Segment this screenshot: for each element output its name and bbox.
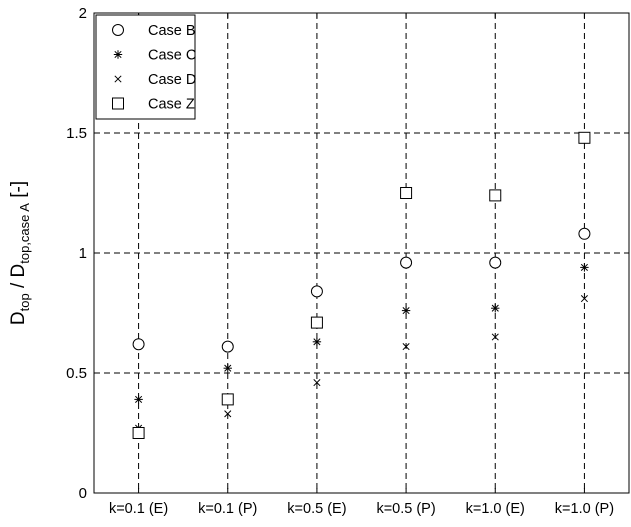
data-point-case-c [401, 306, 411, 315]
axis-ticks: 0 0.5 1 1.5 2 k=0.1 (E) k=0.1 (P) k=0.5 (E) k=0.… [66, 5, 629, 517]
legend-label: Case C [148, 48, 196, 64]
grid [94, 13, 629, 493]
data-point-case-c [491, 304, 500, 313]
legend-label: Case D [148, 72, 196, 88]
legend-marker-case-z [112, 97, 124, 110]
data-point-case-c [223, 364, 232, 373]
y-label-mid: / D [8, 264, 29, 294]
data-point-case-z [400, 187, 413, 199]
data-point-case-b [578, 227, 591, 240]
data-point-case-c [312, 337, 322, 346]
data-point-case-d [402, 343, 410, 351]
y-label-sub1: top [17, 293, 32, 311]
data-point-case-b [489, 256, 502, 269]
data-point-case-c [134, 395, 143, 404]
data-point-case-d [224, 410, 232, 418]
data-point-case-z [221, 393, 234, 406]
y-tick-label: 0 [79, 485, 87, 502]
y-label-unit: [-] [8, 181, 29, 203]
legend-marker-case-d [114, 75, 122, 83]
data-point-case-b [400, 256, 413, 269]
x-tick-label: k=0.1 (E) [109, 501, 168, 517]
data-point-case-z [132, 427, 145, 439]
x-tick-label: k=0.1 (P) [198, 501, 257, 517]
y-tick-label: 2 [79, 5, 87, 22]
data-point-case-z [489, 189, 502, 202]
data-point-case-d [580, 295, 588, 303]
data-point-case-b [221, 340, 234, 353]
data-point-case-z [578, 131, 591, 144]
legend-label: Case Z [148, 97, 195, 113]
legend-label: Case B [148, 23, 196, 39]
x-tick-label: k=1.0 (P) [555, 501, 614, 517]
y-axis-label: Dtop / Dtop,case A [-] [8, 181, 32, 325]
y-tick-label: 1.5 [66, 125, 87, 142]
data-point-case-c [580, 263, 589, 272]
y-tick-label: 0.5 [66, 365, 87, 382]
legend: Case B Case C Case D Case Z [95, 14, 196, 120]
y-label-main: D [8, 311, 29, 325]
y-label-sub2: top,case A [17, 203, 32, 264]
data-point-case-z [310, 316, 323, 329]
data-point-case-b [132, 338, 145, 351]
legend-marker-case-b [112, 24, 124, 36]
data-point-case-d [491, 333, 499, 341]
x-tick-label: k=0.5 (E) [287, 501, 346, 517]
legend-marker-case-c [113, 50, 123, 59]
x-tick-label: k=0.5 (P) [376, 501, 435, 517]
x-tick-label: k=1.0 (E) [466, 501, 525, 517]
data-point-case-d [313, 379, 321, 387]
y-tick-label: 1 [79, 245, 87, 262]
data-markers [132, 131, 591, 439]
data-point-case-b [310, 285, 323, 298]
